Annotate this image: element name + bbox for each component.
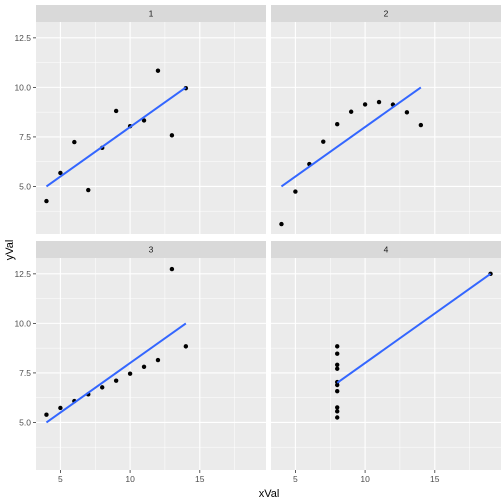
facet-panel-1: 1 5.0 7.5 10.0 12.5 <box>14 5 266 234</box>
y-tick-label: 7.5 <box>19 132 31 142</box>
data-point <box>335 122 340 127</box>
x-tick-label: 10 <box>360 474 370 484</box>
data-point <box>335 351 340 356</box>
y-tick-label: 10.0 <box>14 318 31 328</box>
data-point <box>44 412 49 417</box>
data-point <box>113 108 119 114</box>
y-tick-label: 12.5 <box>14 33 31 43</box>
data-point <box>141 118 147 123</box>
data-point <box>348 109 354 114</box>
y-tick-label: 5.0 <box>19 181 31 191</box>
fit-line <box>45 322 187 424</box>
data-point <box>335 382 340 388</box>
panel-background <box>36 258 266 470</box>
data-point <box>335 344 340 349</box>
facet-panel-4: 4 5 10 15 <box>271 241 501 484</box>
data-point <box>321 139 326 144</box>
y-tick-label: 5.0 <box>19 417 31 427</box>
facet-strip-label: 4 <box>384 245 389 255</box>
data-point <box>335 388 340 394</box>
data-point <box>58 170 63 176</box>
data-point <box>362 102 368 107</box>
data-point <box>335 362 340 367</box>
facet-panels: 1 5.0 7.5 10.0 12.5 2 3 5.0 7.5 10.0 12.5 5 10 15 4 5 10… <box>14 5 501 484</box>
facet-strip-label: 2 <box>384 9 389 19</box>
data-point <box>72 139 77 145</box>
data-point <box>58 405 63 411</box>
facet-strip <box>271 5 501 22</box>
data-point <box>279 221 284 227</box>
data-point <box>44 198 49 204</box>
y-tick-label: 10.0 <box>14 82 31 92</box>
data-point <box>376 99 382 105</box>
fit-line <box>280 86 422 188</box>
facet-strip <box>271 241 501 258</box>
x-tick-label: 15 <box>430 474 440 484</box>
facet-strip <box>36 5 266 22</box>
facet-strip <box>36 241 266 258</box>
data-point <box>155 68 161 73</box>
fit-line <box>45 86 187 188</box>
data-point <box>169 266 175 272</box>
fit-line <box>336 273 492 384</box>
data-point <box>335 405 340 410</box>
panel-background <box>36 22 266 234</box>
data-point <box>100 385 105 390</box>
data-point <box>335 409 340 414</box>
data-point <box>127 371 133 376</box>
data-point <box>418 122 424 128</box>
data-point <box>183 344 189 349</box>
x-tick-label: 5 <box>58 474 63 484</box>
data-point <box>113 378 119 383</box>
facet-strip-label: 3 <box>149 245 154 255</box>
data-point <box>169 133 175 138</box>
facet-panel-2: 2 <box>271 5 501 234</box>
data-point <box>86 187 91 193</box>
panel-background <box>271 22 501 234</box>
data-point <box>335 415 340 420</box>
x-tick-label: 10 <box>125 474 135 484</box>
y-axis-title: yVal <box>4 240 16 261</box>
data-point <box>404 110 410 115</box>
data-point <box>155 357 161 363</box>
y-tick-label: 12.5 <box>14 269 31 279</box>
data-point <box>335 366 340 371</box>
data-point <box>141 364 147 369</box>
facet-panel-3: 3 5.0 7.5 10.0 12.5 5 10 15 <box>14 241 266 484</box>
x-tick-label: 5 <box>293 474 298 484</box>
x-tick-label: 15 <box>195 474 205 484</box>
data-point <box>293 189 298 194</box>
x-axis-title: xVal <box>259 488 280 500</box>
facet-strip-label: 1 <box>149 9 154 19</box>
y-tick-label: 7.5 <box>19 368 31 378</box>
